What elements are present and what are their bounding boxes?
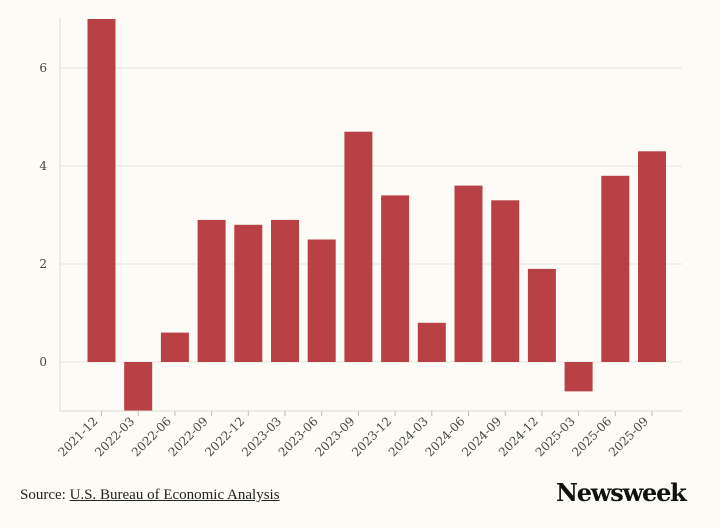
bar[interactable] <box>564 362 593 392</box>
source-link[interactable]: U.S. Bureau of Economic Analysis <box>69 487 280 503</box>
bar[interactable] <box>601 175 630 362</box>
x-tick-label: 2022-12 <box>202 414 247 459</box>
bar[interactable] <box>344 131 373 362</box>
bar[interactable] <box>491 200 520 362</box>
source-prefix: Source: <box>20 487 66 503</box>
x-tick-label: 2022-09 <box>166 414 211 459</box>
x-tick-label: 2024-09 <box>459 414 504 459</box>
x-tick-label: 2022-06 <box>129 414 174 459</box>
bar[interactable] <box>234 224 263 362</box>
bar[interactable] <box>307 239 336 363</box>
bar[interactable] <box>160 332 189 362</box>
y-tick-label: 2 <box>39 257 47 271</box>
x-tick-label: 2021-12 <box>55 414 100 459</box>
x-tick-label: 2022-03 <box>92 414 137 459</box>
newsweek-logo: Newsweek <box>556 478 687 507</box>
axes <box>59 18 682 416</box>
y-tick-label: 4 <box>39 159 47 173</box>
source-credit: Source: U.S. Bureau of Economic Analysis <box>20 487 280 504</box>
x-tick-label: 2023-12 <box>349 414 394 459</box>
x-tick-label: 2024-12 <box>496 414 541 459</box>
y-tick-label: 0 <box>39 355 47 369</box>
x-tick-label: 2023-03 <box>239 414 284 459</box>
bars <box>87 19 666 411</box>
bar[interactable] <box>271 219 299 362</box>
bar[interactable] <box>417 322 446 362</box>
x-tick-label: 2025-09 <box>606 414 651 459</box>
bar[interactable] <box>124 362 153 411</box>
x-tick-label: 2024-06 <box>422 414 467 459</box>
bar[interactable] <box>527 268 556 362</box>
x-tick-label: 2024-03 <box>386 414 431 459</box>
bar[interactable] <box>381 195 410 362</box>
x-tick-label: 2023-09 <box>312 414 357 459</box>
y-tick-label: 6 <box>39 61 47 75</box>
x-tick-labels: 2021-122022-032022-062022-092022-122023-… <box>55 414 651 459</box>
bar[interactable] <box>454 185 483 362</box>
x-tick-label: 2025-03 <box>533 414 578 459</box>
bar[interactable] <box>87 19 116 362</box>
bar[interactable] <box>197 219 226 362</box>
x-tick-label: 2023-06 <box>276 414 321 459</box>
bar[interactable] <box>638 151 666 362</box>
y-tick-labels: 0 2 4 6 <box>39 61 47 369</box>
x-tick-label: 2025-06 <box>569 414 614 459</box>
bar-chart: 0 2 4 6 2021-122022-032022-062022-092022-12… <box>39 18 682 459</box>
